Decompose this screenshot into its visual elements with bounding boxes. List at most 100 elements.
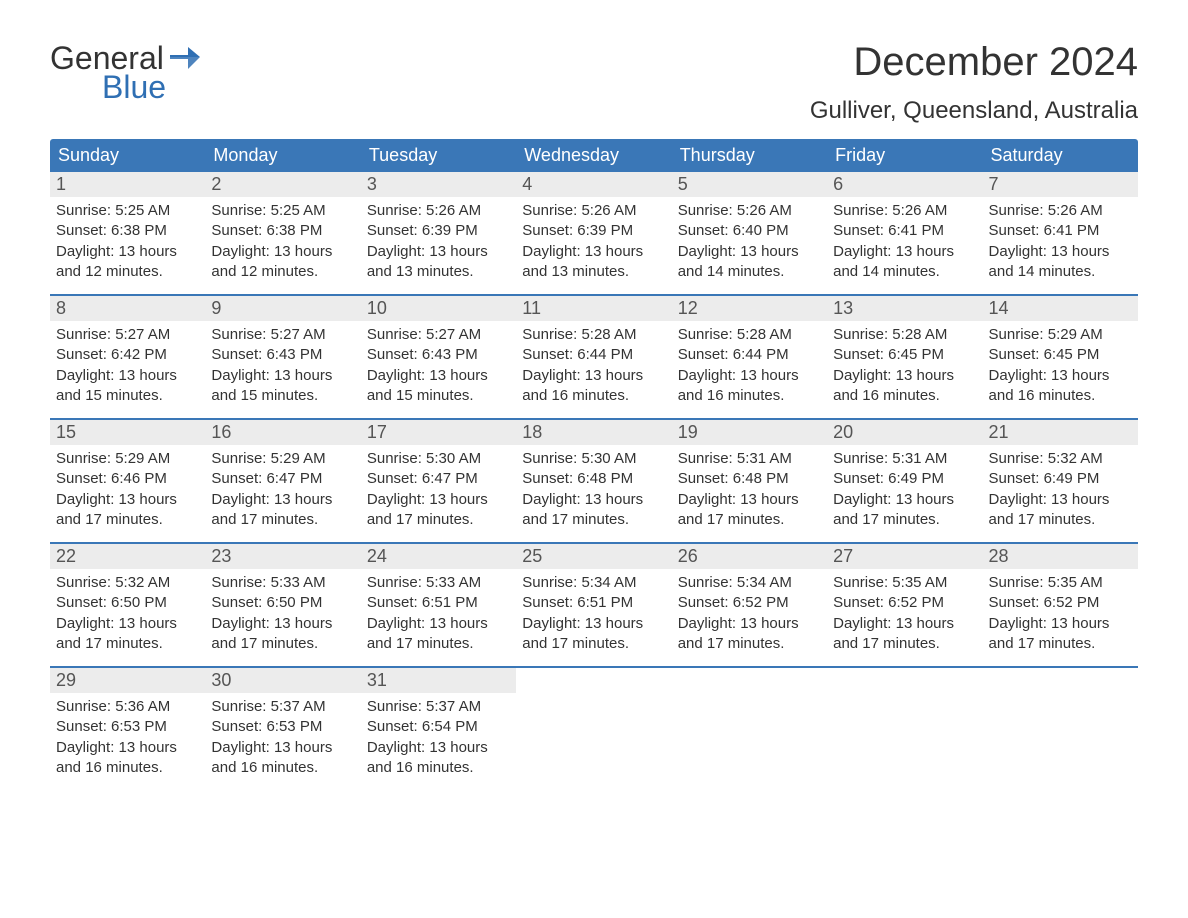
day-body: Sunrise: 5:34 AMSunset: 6:51 PMDaylight:…: [516, 569, 671, 654]
daylight-line-1: Daylight: 13 hours: [211, 490, 354, 510]
day-cell: 6Sunrise: 5:26 AMSunset: 6:41 PMDaylight…: [827, 172, 982, 294]
weekday-header: Thursday: [672, 139, 827, 172]
day-body: Sunrise: 5:33 AMSunset: 6:50 PMDaylight:…: [205, 569, 360, 654]
sunrise-line: Sunrise: 5:33 AM: [211, 573, 354, 593]
day-cell: 2Sunrise: 5:25 AMSunset: 6:38 PMDaylight…: [205, 172, 360, 294]
daylight-line-2: and 12 minutes.: [56, 262, 199, 282]
daylight-line-2: and 17 minutes.: [833, 634, 976, 654]
daylight-line-1: Daylight: 13 hours: [989, 490, 1132, 510]
empty-day-cell: [516, 668, 671, 790]
day-body: Sunrise: 5:26 AMSunset: 6:40 PMDaylight:…: [672, 197, 827, 282]
day-cell: 25Sunrise: 5:34 AMSunset: 6:51 PMDayligh…: [516, 544, 671, 666]
week-row: 15Sunrise: 5:29 AMSunset: 6:46 PMDayligh…: [50, 418, 1138, 542]
day-number: 1: [50, 172, 205, 197]
daylight-line-1: Daylight: 13 hours: [989, 614, 1132, 634]
sunrise-line: Sunrise: 5:27 AM: [56, 325, 199, 345]
daylight-line-1: Daylight: 13 hours: [367, 242, 510, 262]
sunrise-line: Sunrise: 5:37 AM: [211, 697, 354, 717]
day-number: 5: [672, 172, 827, 197]
day-cell: 18Sunrise: 5:30 AMSunset: 6:48 PMDayligh…: [516, 420, 671, 542]
day-number: 27: [827, 544, 982, 569]
daylight-line-2: and 17 minutes.: [56, 510, 199, 530]
daylight-line-2: and 17 minutes.: [522, 510, 665, 530]
sunset-line: Sunset: 6:51 PM: [522, 593, 665, 613]
day-number: 4: [516, 172, 671, 197]
daylight-line-2: and 17 minutes.: [833, 510, 976, 530]
day-body: Sunrise: 5:27 AMSunset: 6:43 PMDaylight:…: [205, 321, 360, 406]
daylight-line-2: and 17 minutes.: [367, 510, 510, 530]
day-body: Sunrise: 5:29 AMSunset: 6:46 PMDaylight:…: [50, 445, 205, 530]
day-cell: 27Sunrise: 5:35 AMSunset: 6:52 PMDayligh…: [827, 544, 982, 666]
sunrise-line: Sunrise: 5:30 AM: [367, 449, 510, 469]
day-body: Sunrise: 5:31 AMSunset: 6:49 PMDaylight:…: [827, 445, 982, 530]
sunrise-line: Sunrise: 5:26 AM: [367, 201, 510, 221]
daylight-line-2: and 15 minutes.: [211, 386, 354, 406]
daylight-line-1: Daylight: 13 hours: [367, 490, 510, 510]
empty-day-cell: [672, 668, 827, 790]
day-number: 31: [361, 668, 516, 693]
sunset-line: Sunset: 6:44 PM: [522, 345, 665, 365]
daylight-line-1: Daylight: 13 hours: [678, 490, 821, 510]
location-subtitle: Gulliver, Queensland, Australia: [810, 97, 1138, 125]
day-number: 19: [672, 420, 827, 445]
calendar: Sunday Monday Tuesday Wednesday Thursday…: [50, 139, 1138, 790]
daylight-line-1: Daylight: 13 hours: [56, 614, 199, 634]
sunrise-line: Sunrise: 5:26 AM: [833, 201, 976, 221]
daylight-line-2: and 17 minutes.: [678, 510, 821, 530]
daylight-line-2: and 17 minutes.: [678, 634, 821, 654]
daylight-line-2: and 12 minutes.: [211, 262, 354, 282]
day-cell: 10Sunrise: 5:27 AMSunset: 6:43 PMDayligh…: [361, 296, 516, 418]
daylight-line-1: Daylight: 13 hours: [56, 242, 199, 262]
sunrise-line: Sunrise: 5:34 AM: [678, 573, 821, 593]
daylight-line-1: Daylight: 13 hours: [678, 366, 821, 386]
day-body: Sunrise: 5:34 AMSunset: 6:52 PMDaylight:…: [672, 569, 827, 654]
weekday-header-row: Sunday Monday Tuesday Wednesday Thursday…: [50, 139, 1138, 172]
sunrise-line: Sunrise: 5:28 AM: [833, 325, 976, 345]
sunset-line: Sunset: 6:50 PM: [56, 593, 199, 613]
day-number: 17: [361, 420, 516, 445]
day-cell: 7Sunrise: 5:26 AMSunset: 6:41 PMDaylight…: [983, 172, 1138, 294]
day-number: 21: [983, 420, 1138, 445]
sunrise-line: Sunrise: 5:29 AM: [989, 325, 1132, 345]
day-cell: 28Sunrise: 5:35 AMSunset: 6:52 PMDayligh…: [983, 544, 1138, 666]
sunrise-line: Sunrise: 5:27 AM: [211, 325, 354, 345]
sunrise-line: Sunrise: 5:30 AM: [522, 449, 665, 469]
day-body: Sunrise: 5:29 AMSunset: 6:47 PMDaylight:…: [205, 445, 360, 530]
daylight-line-1: Daylight: 13 hours: [56, 490, 199, 510]
day-body: Sunrise: 5:35 AMSunset: 6:52 PMDaylight:…: [983, 569, 1138, 654]
day-body: Sunrise: 5:25 AMSunset: 6:38 PMDaylight:…: [205, 197, 360, 282]
sunset-line: Sunset: 6:51 PM: [367, 593, 510, 613]
day-number: 7: [983, 172, 1138, 197]
daylight-line-2: and 17 minutes.: [211, 510, 354, 530]
sunset-line: Sunset: 6:49 PM: [989, 469, 1132, 489]
day-cell: 1Sunrise: 5:25 AMSunset: 6:38 PMDaylight…: [50, 172, 205, 294]
month-title: December 2024: [810, 40, 1138, 85]
daylight-line-1: Daylight: 13 hours: [367, 366, 510, 386]
sunset-line: Sunset: 6:52 PM: [989, 593, 1132, 613]
sunset-line: Sunset: 6:38 PM: [56, 221, 199, 241]
sunset-line: Sunset: 6:53 PM: [211, 717, 354, 737]
weekday-header: Saturday: [983, 139, 1138, 172]
day-cell: 20Sunrise: 5:31 AMSunset: 6:49 PMDayligh…: [827, 420, 982, 542]
sunset-line: Sunset: 6:48 PM: [522, 469, 665, 489]
empty-day-cell: [983, 668, 1138, 790]
day-body: Sunrise: 5:37 AMSunset: 6:54 PMDaylight:…: [361, 693, 516, 778]
week-row: 29Sunrise: 5:36 AMSunset: 6:53 PMDayligh…: [50, 666, 1138, 790]
sunrise-line: Sunrise: 5:25 AM: [211, 201, 354, 221]
daylight-line-1: Daylight: 13 hours: [211, 614, 354, 634]
sunrise-line: Sunrise: 5:35 AM: [833, 573, 976, 593]
day-number: 25: [516, 544, 671, 569]
weekday-header: Tuesday: [361, 139, 516, 172]
day-number: 15: [50, 420, 205, 445]
sunrise-line: Sunrise: 5:28 AM: [522, 325, 665, 345]
day-cell: 19Sunrise: 5:31 AMSunset: 6:48 PMDayligh…: [672, 420, 827, 542]
title-block: December 2024 Gulliver, Queensland, Aust…: [810, 40, 1138, 125]
weekday-header: Wednesday: [516, 139, 671, 172]
empty-day-cell: [827, 668, 982, 790]
daylight-line-2: and 15 minutes.: [367, 386, 510, 406]
daylight-line-1: Daylight: 13 hours: [522, 490, 665, 510]
sunrise-line: Sunrise: 5:36 AM: [56, 697, 199, 717]
day-body: Sunrise: 5:35 AMSunset: 6:52 PMDaylight:…: [827, 569, 982, 654]
day-body: Sunrise: 5:26 AMSunset: 6:39 PMDaylight:…: [361, 197, 516, 282]
sunrise-line: Sunrise: 5:32 AM: [56, 573, 199, 593]
